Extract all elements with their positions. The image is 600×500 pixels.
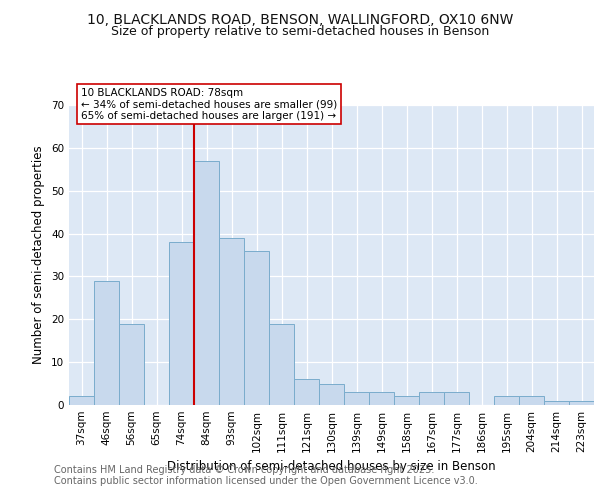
Bar (569, 400, 594, 405)
Bar (69, 396, 94, 405)
Bar (444, 392, 469, 405)
Text: 10, BLACKLANDS ROAD, BENSON, WALLINGFORD, OX10 6NW: 10, BLACKLANDS ROAD, BENSON, WALLINGFORD… (87, 12, 513, 26)
X-axis label: Distribution of semi-detached houses by size in Benson: Distribution of semi-detached houses by … (167, 460, 496, 473)
Bar (369, 392, 394, 405)
Bar (94, 280, 119, 405)
Bar (344, 392, 369, 405)
Bar (419, 392, 444, 405)
Bar (119, 324, 144, 405)
Text: Contains HM Land Registry data © Crown copyright and database right 2025.: Contains HM Land Registry data © Crown c… (54, 465, 434, 475)
Bar (294, 380, 319, 405)
Bar (544, 400, 569, 405)
Text: 10 BLACKLANDS ROAD: 78sqm
← 34% of semi-detached houses are smaller (99)
65% of : 10 BLACKLANDS ROAD: 78sqm ← 34% of semi-… (81, 88, 337, 120)
Bar (169, 242, 194, 405)
Bar (394, 396, 419, 405)
Bar (494, 396, 519, 405)
Bar (319, 384, 344, 405)
Bar (269, 324, 294, 405)
Text: Contains public sector information licensed under the Open Government Licence v3: Contains public sector information licen… (54, 476, 478, 486)
Bar (519, 396, 544, 405)
Bar (219, 238, 244, 405)
Bar (194, 160, 219, 405)
Y-axis label: Number of semi-detached properties: Number of semi-detached properties (32, 146, 46, 364)
Text: Size of property relative to semi-detached houses in Benson: Size of property relative to semi-detach… (111, 25, 489, 38)
Bar (244, 250, 269, 405)
